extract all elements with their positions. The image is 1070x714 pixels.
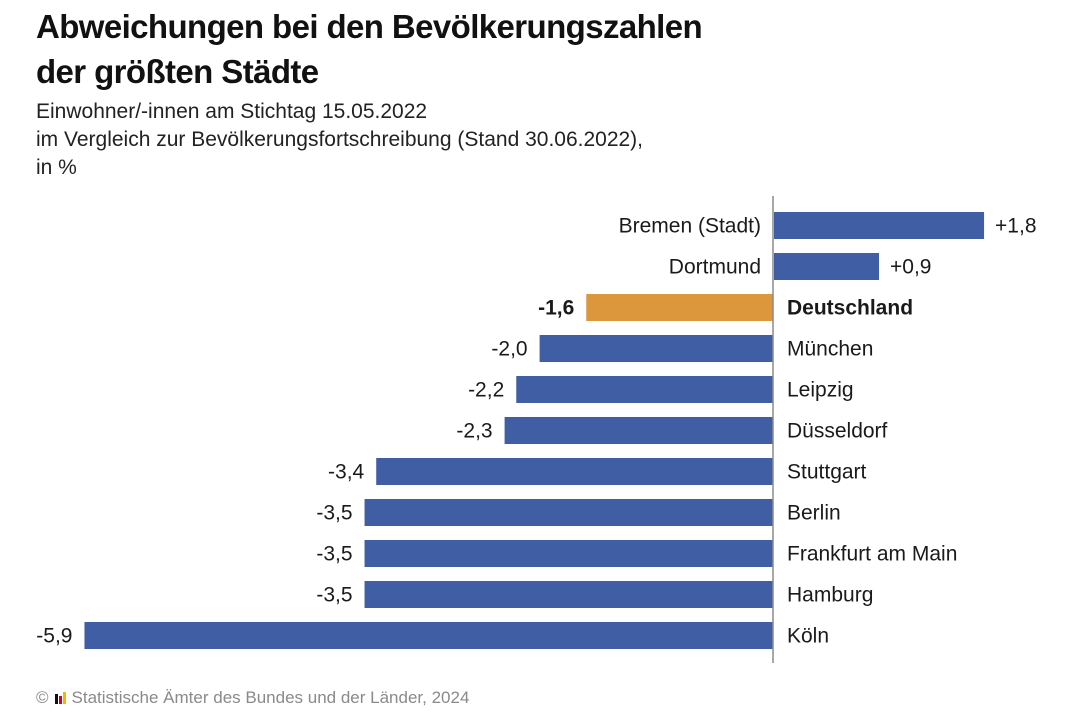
subtitle-line-1: Einwohner/-innen am Stichtag 15.05.2022 — [36, 100, 428, 123]
value-label: -3,5 — [316, 502, 352, 525]
category-label: Leipzig — [787, 379, 854, 402]
value-label: -2,0 — [491, 338, 527, 361]
statistik-logo-icon — [54, 692, 66, 704]
category-label: Hamburg — [787, 584, 873, 607]
value-label: -5,9 — [36, 625, 72, 648]
category-label: Köln — [787, 625, 829, 648]
bar-stuttgart — [376, 458, 773, 485]
category-label: Bremen (Stadt) — [619, 215, 761, 238]
category-label: München — [787, 338, 873, 361]
bar-köln — [84, 622, 774, 649]
source-footer: © Statistische Ämter des Bundes und der … — [36, 688, 469, 708]
value-label: -3,5 — [316, 584, 352, 607]
subtitle-line-3: in % — [36, 156, 77, 179]
chart-title-line-1: Abweichungen bei den Bevölkerungszahlen — [36, 8, 703, 45]
bar-leipzig — [516, 376, 773, 403]
category-label: Dortmund — [669, 256, 761, 279]
value-label: -2,2 — [468, 379, 504, 402]
bar-hamburg — [364, 581, 773, 608]
copyright-icon: © — [36, 688, 49, 707]
bar-frankfurt-am-main — [364, 540, 773, 567]
value-label: -2,3 — [456, 420, 492, 443]
value-label: +0,9 — [890, 256, 931, 279]
bar-düsseldorf — [504, 417, 773, 444]
bar-dortmund — [774, 253, 880, 280]
bar-münchen — [539, 335, 773, 362]
category-label: Frankfurt am Main — [787, 543, 957, 566]
bar-deutschland — [586, 294, 773, 321]
chart-subtitle: Einwohner/-innen am Stichtag 15.05.2022 … — [36, 98, 643, 182]
value-label: -3,4 — [328, 461, 365, 484]
chart-title: Abweichungen bei den Bevölkerungszahlen … — [36, 4, 703, 94]
category-label: Düsseldorf — [787, 420, 888, 443]
chart-title-line-2: der größten Städte — [36, 53, 319, 90]
value-label: -3,5 — [316, 543, 352, 566]
bar-berlin — [364, 499, 773, 526]
bar-bremen-stadt- — [774, 212, 985, 239]
subtitle-line-2: im Vergleich zur Bevölkerungsfortschreib… — [36, 128, 644, 151]
value-label: -1,6 — [538, 297, 574, 320]
category-label: Berlin — [787, 502, 841, 525]
category-label: Deutschland — [787, 297, 913, 320]
source-text: Statistische Ämter des Bundes und der Lä… — [71, 688, 470, 707]
category-label: Stuttgart — [787, 461, 867, 484]
value-label: +1,8 — [995, 215, 1036, 238]
